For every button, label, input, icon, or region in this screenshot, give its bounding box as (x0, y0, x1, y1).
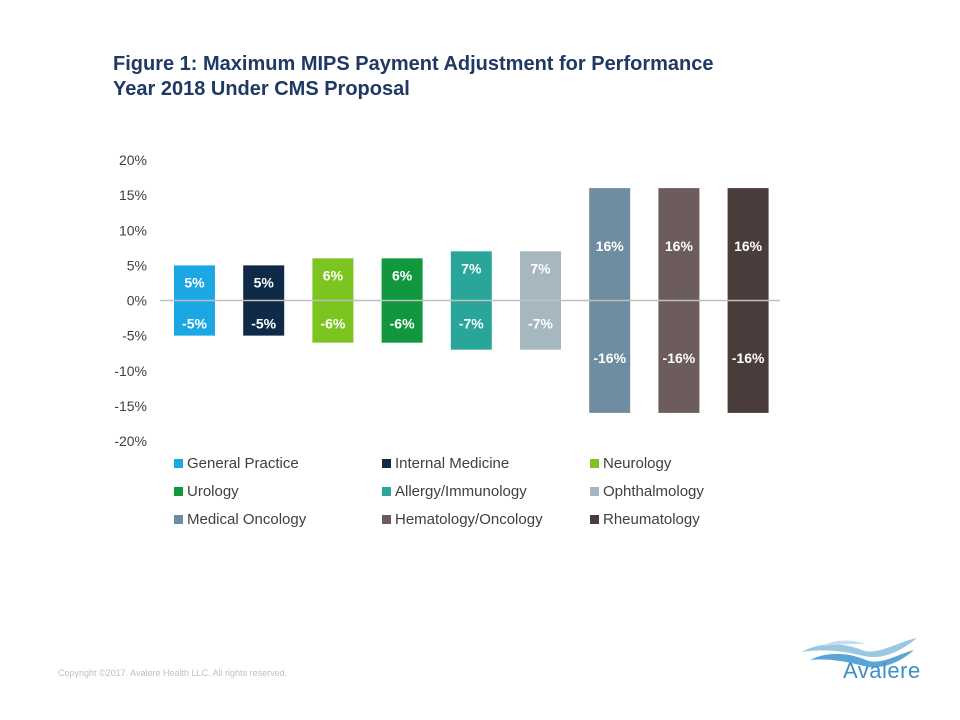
data-label-negative: -16% (663, 350, 696, 366)
legend-label: General Practice (187, 455, 299, 472)
y-tick-label: -20% (114, 433, 147, 449)
data-label-positive: 7% (530, 260, 551, 276)
bar-positive (243, 265, 285, 301)
data-label-positive: 6% (323, 267, 344, 283)
legend-swatch (382, 487, 391, 496)
data-label-negative: -5% (251, 316, 276, 332)
bar-positive (450, 251, 492, 301)
data-label-negative: -5% (182, 316, 207, 332)
legend-label: Neurology (603, 455, 672, 472)
bar-negative (381, 300, 423, 343)
bar-negative (727, 300, 769, 413)
legend-swatch (590, 459, 599, 468)
data-label-negative: -6% (320, 316, 345, 332)
y-tick-label: 5% (127, 257, 147, 273)
data-label-positive: 7% (461, 260, 482, 276)
bar-positive (727, 188, 769, 301)
legend-item: Medical Oncology (174, 511, 306, 528)
legend-label: Hematology/Oncology (395, 511, 543, 528)
legend-item: Internal Medicine (382, 455, 509, 472)
y-tick-label: -10% (114, 363, 147, 379)
copyright-notice: Copyright ©2017. Avalere Health LLC. All… (58, 668, 288, 678)
legend-item: Neurology (590, 455, 671, 472)
legend-label: Medical Oncology (187, 511, 307, 528)
bar-negative (589, 300, 631, 413)
data-label-positive: 6% (392, 267, 413, 283)
bar-positive (174, 265, 215, 301)
data-label-negative: -7% (528, 316, 553, 332)
title-line-2: Year 2018 Under CMS Proposal (113, 78, 410, 100)
bar-positive (520, 251, 561, 301)
bar-chart: 20% 15% 10% 5% 0% -5% -10% -15% -20% 5% -5% 5% -5% 6%… (114, 152, 780, 449)
bar-negative (174, 300, 215, 336)
title-line-1: Figure 1: Maximum MIPS Payment Adjustmen… (113, 53, 714, 75)
legend-swatch (174, 515, 183, 524)
legend-item: Hematology/Oncology (382, 511, 543, 528)
legend-item: Rheumatology (590, 511, 700, 528)
data-label-positive: 16% (665, 238, 694, 254)
data-label-positive: 16% (734, 238, 763, 254)
y-tick-label: 10% (119, 222, 147, 238)
legend-item: General Practice (174, 455, 299, 472)
data-label-negative: -6% (390, 316, 415, 332)
bar-negative (450, 300, 492, 350)
y-tick-label: 0% (127, 293, 147, 309)
legend-label: Allergy/Immunology (395, 483, 527, 500)
bar-positive (658, 188, 700, 301)
legend-label: Ophthalmology (603, 483, 704, 500)
y-tick-label: 20% (119, 152, 147, 168)
y-tick-label: -5% (122, 328, 147, 344)
bar-negative (658, 300, 700, 413)
bar-positive (589, 188, 631, 301)
data-label-positive: 5% (254, 274, 275, 290)
avalere-logo (802, 638, 917, 668)
data-label-negative: -16% (732, 350, 765, 366)
y-tick-label: -15% (114, 398, 147, 414)
data-label-negative: -16% (593, 350, 626, 366)
data-label-positive: 5% (184, 274, 205, 290)
y-tick-label: 15% (119, 187, 147, 203)
chart-title: Figure 1: Maximum MIPS Payment Adjustmen… (113, 52, 813, 102)
legend-label: Urology (187, 483, 239, 500)
legend-label: Internal Medicine (395, 455, 510, 472)
legend-item: Urology (174, 483, 239, 500)
legend-label: Rheumatology (603, 511, 700, 528)
data-label-positive: 16% (596, 238, 625, 254)
data-label-negative: -7% (459, 316, 484, 332)
legend-swatch (382, 515, 391, 524)
logo-wordmark: Avalere (843, 658, 921, 683)
bar-negative (312, 300, 354, 343)
bar-positive (381, 258, 423, 301)
bar-negative (243, 300, 285, 336)
legend-swatch (590, 487, 599, 496)
legend-swatch (174, 459, 183, 468)
bar-positive (312, 258, 354, 301)
legend-item: Allergy/Immunology (382, 483, 527, 500)
legend-swatch (174, 487, 183, 496)
legend-swatch (590, 515, 599, 524)
legend-swatch (382, 459, 391, 468)
bar-negative (520, 300, 561, 350)
legend-item: Ophthalmology (590, 483, 704, 500)
